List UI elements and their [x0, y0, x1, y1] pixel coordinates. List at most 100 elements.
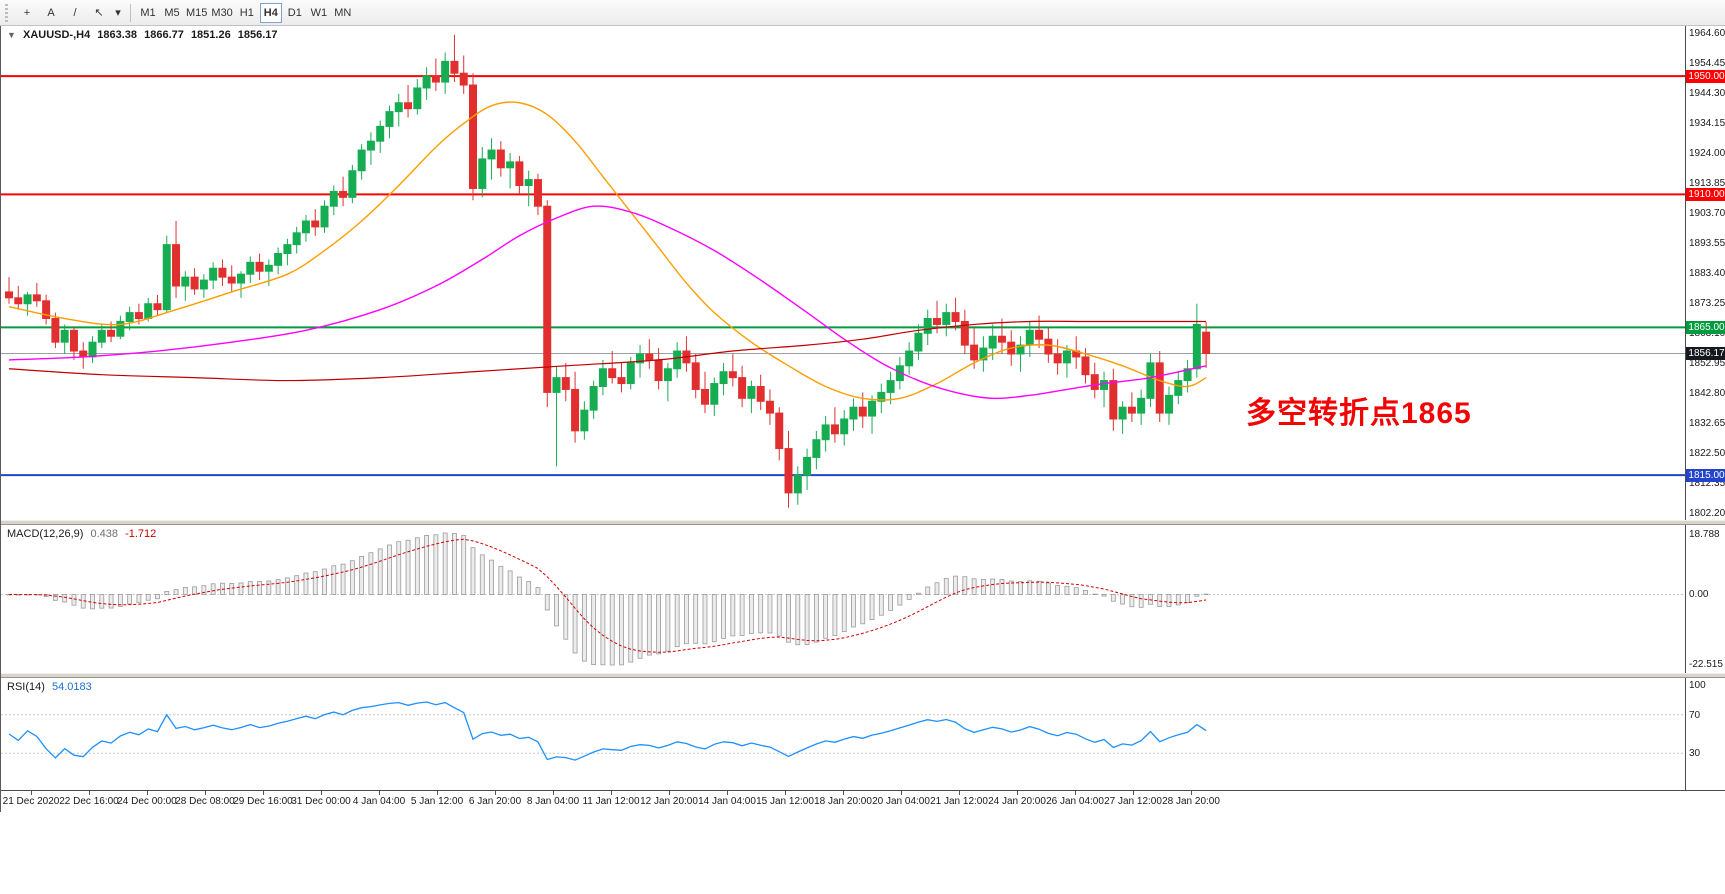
- price-axis-label: 1913.85: [1689, 178, 1725, 189]
- trendline-tool[interactable]: /: [73, 6, 77, 19]
- rsi-header: RSI(14) 54.0183: [7, 681, 96, 693]
- time-tick: [727, 791, 728, 795]
- price-axis-label: 1944.30: [1689, 88, 1725, 99]
- price-axis-label: 1842.80: [1689, 388, 1725, 399]
- main-price-pane: ▼ XAUUSD-,H4 1863.38 1866.77 1851.26 185…: [1, 26, 1725, 520]
- time-axis-label: 26 Jan 04:00: [1046, 796, 1104, 807]
- annotation-text-object[interactable]: 多空转折点1865: [1246, 397, 1472, 430]
- time-axis-label: 24 Dec 00:00: [117, 796, 177, 807]
- tf-button-m30[interactable]: M30: [211, 6, 233, 19]
- time-tick: [669, 791, 670, 795]
- time-axis-label: 8 Jan 04:00: [526, 796, 580, 807]
- chart-ohlc-header: ▼ XAUUSD-,H4 1863.38 1866.77 1851.26 185…: [7, 29, 282, 41]
- drawing-tools: + A / ↖ ▾: [15, 3, 125, 23]
- chart-window: ▼ XAUUSD-,H4 1863.38 1866.77 1851.26 185…: [0, 26, 1725, 812]
- objects-dropdown[interactable]: ▾: [115, 7, 121, 19]
- time-axis-label: 20 Jan 04:00: [872, 796, 930, 807]
- pane-splitter[interactable]: [1, 673, 1725, 678]
- time-tick: [89, 791, 90, 795]
- time-tick: [959, 791, 960, 795]
- candlestick-series: [5, 34, 1211, 508]
- ma-fast: [8, 101, 1207, 401]
- time-tick: [785, 791, 786, 795]
- price-axis-label: 1964.60: [1689, 28, 1725, 39]
- rsi-axis: 100 70 30: [1685, 678, 1725, 790]
- time-tick: [147, 791, 148, 795]
- macd-title: MACD(12,26,9): [7, 528, 84, 540]
- crosshair-tool[interactable]: +: [23, 6, 31, 19]
- time-tick: [553, 791, 554, 795]
- time-axis-label: 11 Jan 12:00: [582, 796, 640, 807]
- open-value: 1863.38: [97, 29, 138, 41]
- time-axis-label: 28 Jan 20:00: [1162, 796, 1220, 807]
- timeframe-buttons: M1 M5 M15 M30 H1 H4 D1 W1 MN: [136, 2, 355, 23]
- time-tick: [263, 791, 264, 795]
- rsi-canvas[interactable]: [1, 678, 1685, 790]
- text-label-tool[interactable]: A: [47, 6, 55, 19]
- time-tick: [901, 791, 902, 795]
- price-axis-label: 1852.95: [1689, 358, 1725, 369]
- tf-button-m15[interactable]: M15: [186, 6, 208, 19]
- rsi-title: RSI(14): [7, 681, 45, 693]
- time-tick: [495, 791, 496, 795]
- time-tick: [1191, 791, 1192, 795]
- arrow-objects-tool[interactable]: ↖: [94, 7, 104, 19]
- tf-button-m5[interactable]: M5: [164, 6, 180, 19]
- close-value: 1856.17: [237, 29, 278, 41]
- macd-main-value: 0.438: [90, 528, 119, 540]
- time-axis-label: 21 Dec 2020: [2, 796, 60, 807]
- time-tick: [205, 791, 206, 795]
- toolbar-grip[interactable]: [5, 3, 12, 22]
- time-axis-label: 21 Jan 12:00: [930, 796, 988, 807]
- tf-button-w1[interactable]: W1: [310, 6, 328, 19]
- price-tag-1856.17: 1856.17: [1686, 346, 1725, 360]
- macd-axis-label: 0.00: [1689, 589, 1709, 601]
- rsi-axis-label: 30: [1689, 748, 1701, 760]
- main-chart-canvas[interactable]: [1, 26, 1685, 520]
- price-axis-label: 1903.70: [1689, 208, 1725, 219]
- macd-axis-label: -22.515: [1689, 659, 1723, 670]
- price-tag-1815.00: 1815.00: [1686, 468, 1725, 482]
- price-axis-label: 1924.00: [1689, 148, 1725, 159]
- pane-splitter[interactable]: [1, 520, 1725, 525]
- time-axis-label: 28 Dec 08:00: [175, 796, 235, 807]
- price-axis-label: 1812.35: [1689, 478, 1725, 489]
- price-axis-label: 1934.15: [1689, 118, 1725, 129]
- price-tag-1910.00: 1910.00: [1686, 187, 1725, 201]
- time-tick: [843, 791, 844, 795]
- price-axis-label: 1832.65: [1689, 418, 1725, 429]
- price-axis-label: 1893.55: [1689, 238, 1725, 249]
- time-axis-label: 12 Jan 20:00: [640, 796, 698, 807]
- ma-slow: [8, 320, 1207, 382]
- price-axis-label: 1822.50: [1689, 448, 1725, 459]
- tf-button-m1[interactable]: M1: [140, 6, 156, 19]
- collapse-arrow-icon[interactable]: ▼: [7, 30, 16, 40]
- high-value: 1866.77: [144, 29, 184, 41]
- time-axis-label: 15 Jan 12:00: [756, 796, 814, 807]
- macd-canvas[interactable]: [1, 525, 1685, 673]
- time-tick: [31, 791, 32, 795]
- price-axis-label: 1954.45: [1689, 58, 1725, 69]
- ma-medium: [8, 205, 1207, 400]
- time-axis-label: 6 Jan 20:00: [468, 796, 522, 807]
- macd-signal-value: -1.712: [125, 528, 157, 540]
- tf-button-h4[interactable]: H4: [259, 2, 282, 23]
- tf-button-h1[interactable]: H1: [239, 6, 254, 19]
- toolbar: + A / ↖ ▾ M1 M5 M15 M30 H1 H4 D1 W1 MN: [0, 0, 1725, 26]
- time-tick: [611, 791, 612, 795]
- price-axis-label: 1802.20: [1689, 508, 1725, 519]
- time-tick: [321, 791, 322, 795]
- tf-button-d1[interactable]: D1: [287, 6, 302, 19]
- time-axis-label: 14 Jan 04:00: [698, 796, 756, 807]
- time-tick: [1017, 791, 1018, 795]
- symbol-label: XAUUSD-,H4: [22, 29, 91, 41]
- price-tag-1865.00: 1865.00: [1686, 320, 1725, 334]
- tf-button-mn[interactable]: MN: [334, 6, 352, 19]
- time-tick: [379, 791, 380, 795]
- time-axis-label: 4 Jan 04:00: [352, 796, 406, 807]
- rsi-pane: RSI(14) 54.0183 100 70 30: [1, 678, 1725, 790]
- time-tick: [1075, 791, 1076, 795]
- rsi-line: [8, 701, 1207, 761]
- time-axis: 21 Dec 2020 22 Dec 16:00 24 Dec 00:00 28 De…: [1, 790, 1725, 812]
- time-axis-label: 18 Jan 20:00: [814, 796, 872, 807]
